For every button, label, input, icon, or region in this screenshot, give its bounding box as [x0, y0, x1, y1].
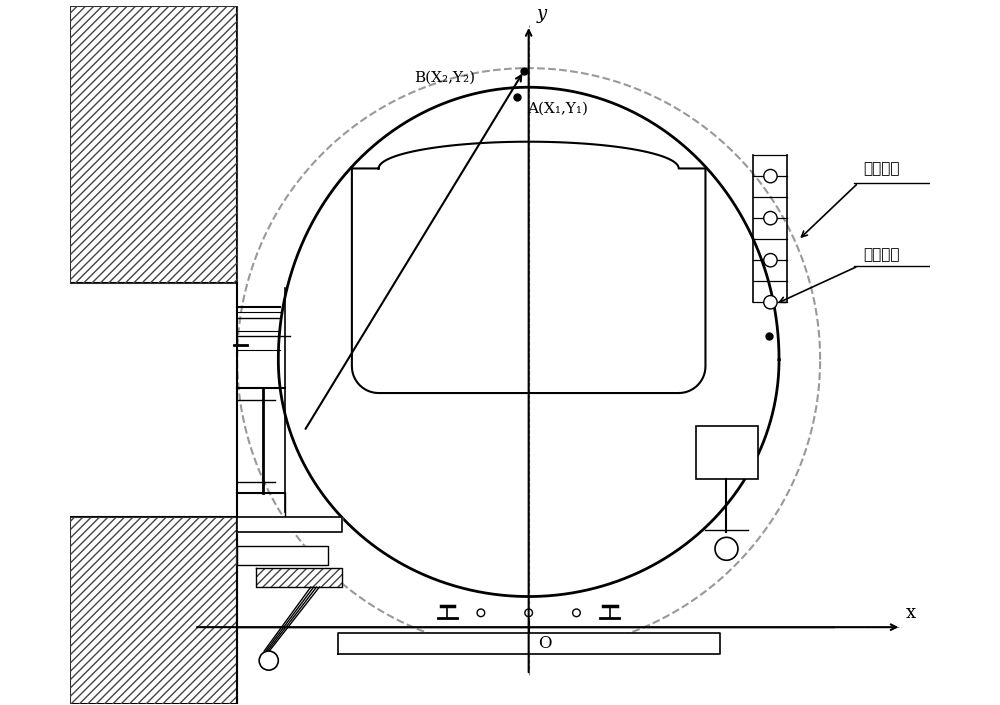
Bar — [696, 427, 758, 479]
Circle shape — [715, 537, 738, 560]
Polygon shape — [237, 546, 328, 565]
Text: x: x — [906, 604, 916, 623]
Polygon shape — [256, 568, 342, 587]
Text: 检测限界: 检测限界 — [863, 161, 900, 176]
Circle shape — [525, 609, 532, 617]
Circle shape — [259, 651, 278, 670]
Text: O: O — [538, 634, 552, 652]
Circle shape — [764, 169, 777, 183]
Polygon shape — [70, 517, 237, 704]
Text: B(X₂,Y₂): B(X₂,Y₂) — [414, 71, 475, 85]
Circle shape — [764, 254, 777, 267]
Polygon shape — [237, 517, 342, 532]
Polygon shape — [338, 633, 720, 654]
Circle shape — [477, 609, 485, 617]
Circle shape — [764, 295, 777, 309]
Text: y: y — [536, 5, 546, 23]
Text: A(X₁,Y₁): A(X₁,Y₁) — [527, 102, 588, 116]
Circle shape — [573, 609, 580, 617]
Circle shape — [764, 212, 777, 225]
Text: 标准限界: 标准限界 — [863, 247, 900, 262]
Polygon shape — [70, 6, 237, 283]
